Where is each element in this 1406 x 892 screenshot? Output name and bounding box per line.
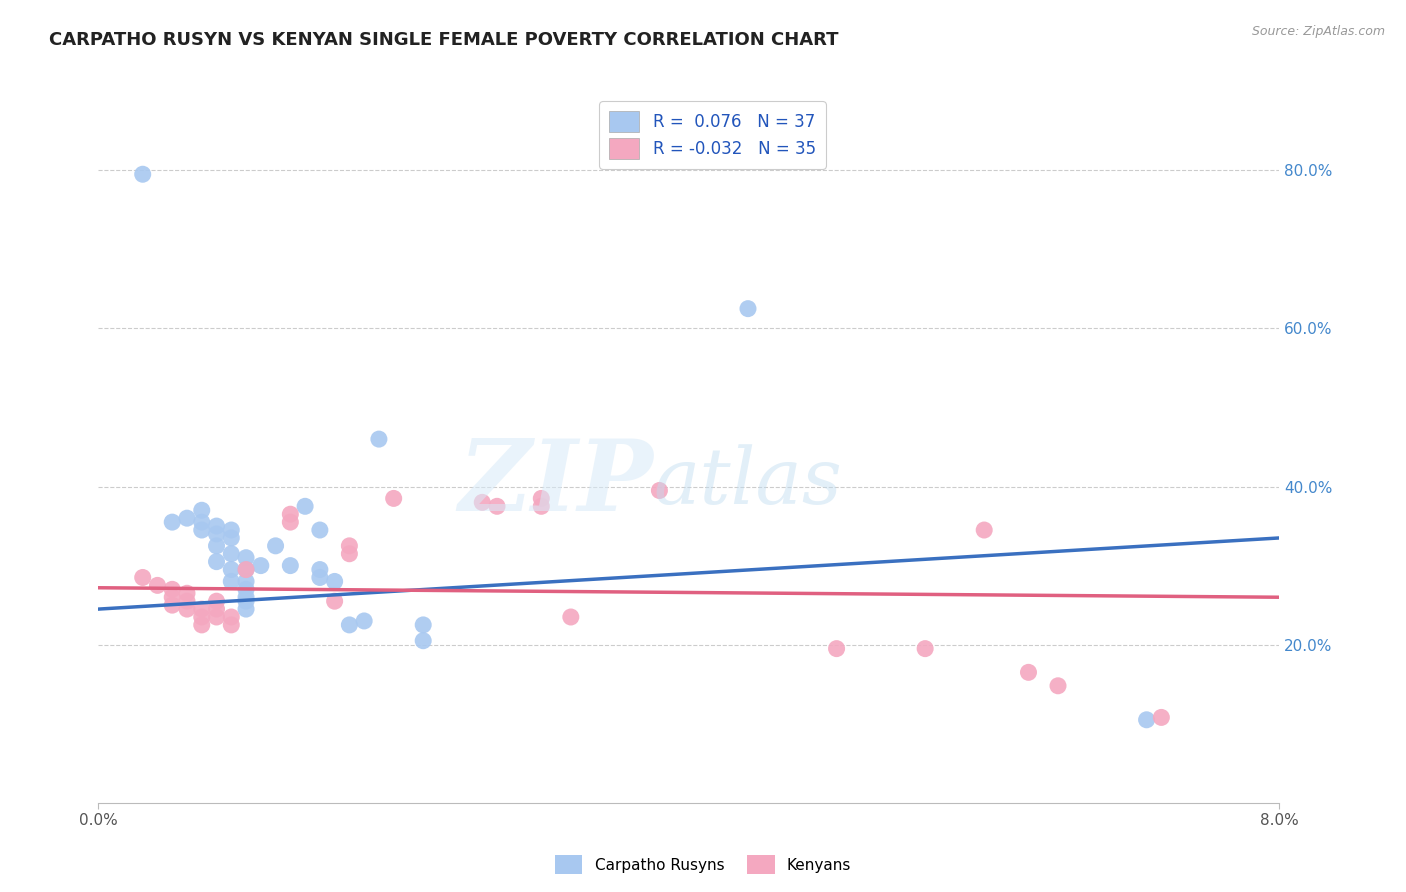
Point <box>382 491 405 506</box>
Point <box>353 614 375 628</box>
Point <box>205 527 228 541</box>
Point <box>191 610 214 624</box>
Point <box>162 515 183 529</box>
Point <box>1017 665 1039 680</box>
Text: atlas: atlas <box>654 444 842 521</box>
Point <box>235 574 257 589</box>
Point <box>176 602 198 616</box>
Text: Source: ZipAtlas.com: Source: ZipAtlas.com <box>1251 25 1385 38</box>
Point <box>191 515 214 529</box>
Point <box>412 633 434 648</box>
Point <box>219 574 242 589</box>
Point <box>278 558 302 573</box>
Point <box>973 523 995 537</box>
Legend: R =  0.076   N = 37, R = -0.032   N = 35: R = 0.076 N = 37, R = -0.032 N = 35 <box>599 102 825 169</box>
Point <box>132 167 155 181</box>
Point <box>337 547 360 561</box>
Point <box>205 610 228 624</box>
Point <box>250 558 273 573</box>
Point <box>205 539 228 553</box>
Point <box>337 539 360 553</box>
Point <box>264 539 287 553</box>
Point <box>337 618 360 632</box>
Point <box>1150 710 1173 724</box>
Point <box>219 563 242 577</box>
Point <box>825 641 848 656</box>
Point <box>235 594 257 608</box>
Point <box>219 547 242 561</box>
Point <box>146 578 169 592</box>
Point <box>412 618 434 632</box>
Point <box>914 641 936 656</box>
Point <box>191 523 214 537</box>
Point <box>294 500 316 514</box>
Point <box>367 432 389 446</box>
Point <box>162 591 183 605</box>
Point <box>278 515 302 529</box>
Point <box>737 301 759 316</box>
Point <box>1046 679 1069 693</box>
Point <box>235 591 257 605</box>
Point <box>235 550 257 565</box>
Point <box>132 570 155 584</box>
Point <box>219 523 242 537</box>
Point <box>205 519 228 533</box>
Point <box>219 618 242 632</box>
Point <box>235 563 257 577</box>
Point <box>323 594 346 608</box>
Point <box>191 503 214 517</box>
Point <box>176 594 198 608</box>
Point <box>530 500 553 514</box>
Point <box>219 610 242 624</box>
Point <box>1135 713 1157 727</box>
Point <box>205 594 228 608</box>
Point <box>205 602 228 616</box>
Point <box>191 602 214 616</box>
Text: ZIP: ZIP <box>458 434 654 531</box>
Point <box>219 531 242 545</box>
Point <box>235 602 257 616</box>
Point <box>191 618 214 632</box>
Point <box>323 574 346 589</box>
Point <box>471 495 494 509</box>
Point <box>308 570 332 584</box>
Point <box>530 491 553 506</box>
Point <box>162 598 183 612</box>
Point <box>205 555 228 569</box>
Point <box>648 483 671 498</box>
Text: CARPATHO RUSYN VS KENYAN SINGLE FEMALE POVERTY CORRELATION CHART: CARPATHO RUSYN VS KENYAN SINGLE FEMALE P… <box>49 31 839 49</box>
Point <box>176 511 198 525</box>
Point <box>485 500 508 514</box>
Point <box>176 586 198 600</box>
Point <box>560 610 582 624</box>
Point <box>235 582 257 597</box>
Point <box>235 563 257 577</box>
Point <box>162 582 183 597</box>
Legend: Carpatho Rusyns, Kenyans: Carpatho Rusyns, Kenyans <box>548 849 858 880</box>
Point <box>308 563 332 577</box>
Point <box>278 507 302 521</box>
Point <box>308 523 332 537</box>
